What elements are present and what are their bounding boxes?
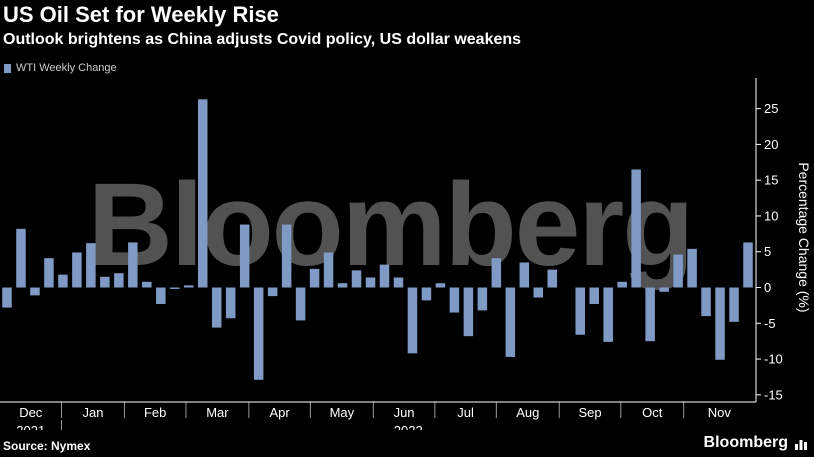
y-tick-label: 25 bbox=[764, 101, 778, 116]
x-tick-label: Feb bbox=[144, 405, 166, 420]
y-tick-label: 15 bbox=[764, 173, 778, 188]
bar bbox=[477, 287, 488, 311]
bar bbox=[239, 224, 250, 288]
y-tick-label: 0 bbox=[764, 280, 771, 295]
bar bbox=[44, 258, 54, 288]
legend-swatch bbox=[4, 63, 11, 73]
bar bbox=[463, 287, 474, 337]
bar bbox=[100, 276, 110, 288]
bar bbox=[379, 264, 390, 288]
bar bbox=[267, 287, 278, 297]
bar bbox=[156, 287, 166, 304]
y-tick-label: -15 bbox=[764, 387, 783, 402]
bar bbox=[533, 287, 544, 298]
bar bbox=[645, 287, 655, 342]
bar bbox=[505, 287, 516, 357]
bar bbox=[743, 242, 753, 288]
x-tick-label: Nov bbox=[708, 405, 732, 420]
bar bbox=[337, 283, 348, 288]
bar bbox=[673, 254, 683, 288]
x-tick-label: Jan bbox=[82, 405, 103, 420]
bar bbox=[281, 224, 292, 288]
bar bbox=[617, 281, 627, 288]
bar bbox=[30, 287, 40, 296]
bar bbox=[170, 287, 180, 289]
brand-logo: Bloomberg bbox=[703, 434, 788, 451]
bar bbox=[114, 273, 124, 288]
x-tick-label: Mar bbox=[206, 405, 229, 420]
bar bbox=[393, 277, 404, 288]
bar bbox=[589, 287, 599, 304]
bar bbox=[687, 248, 697, 288]
x-tick-label: May bbox=[330, 405, 355, 420]
year-label: 2021 bbox=[16, 423, 45, 430]
watermark: Bloomberg bbox=[88, 159, 693, 291]
chart-subtitle: Outlook brightens as China adjusts Covid… bbox=[3, 31, 522, 48]
bar bbox=[449, 287, 460, 313]
bar bbox=[659, 287, 669, 292]
y-tick-label: 10 bbox=[764, 208, 778, 223]
bar bbox=[701, 287, 711, 317]
bar bbox=[58, 274, 68, 288]
bar bbox=[351, 270, 362, 288]
bar bbox=[2, 287, 12, 308]
bar bbox=[309, 268, 320, 288]
bar bbox=[603, 287, 613, 342]
bar bbox=[128, 242, 138, 288]
bar bbox=[211, 287, 222, 328]
x-tick-label: Jun bbox=[394, 405, 415, 420]
bar bbox=[86, 243, 96, 288]
x-tick-label: Sep bbox=[578, 405, 601, 420]
y-tick-label: -5 bbox=[764, 316, 776, 331]
source-note: Source: Nymex bbox=[3, 439, 91, 453]
bar bbox=[575, 287, 585, 335]
bar bbox=[407, 287, 418, 354]
bar bbox=[323, 252, 334, 288]
bar bbox=[715, 287, 725, 360]
y-tick-label: 20 bbox=[764, 137, 778, 152]
x-tick-label: Jul bbox=[457, 405, 474, 420]
bar bbox=[225, 287, 236, 319]
bar bbox=[16, 228, 26, 288]
x-tick-label: Oct bbox=[642, 405, 663, 420]
bar bbox=[729, 287, 739, 322]
bar bbox=[519, 262, 530, 288]
bar bbox=[72, 252, 82, 288]
bar bbox=[253, 287, 264, 380]
x-tick-label: Aug bbox=[516, 405, 539, 420]
bar bbox=[631, 169, 641, 288]
bar bbox=[421, 287, 432, 301]
y-tick-label: 5 bbox=[764, 244, 771, 259]
bar bbox=[295, 287, 306, 321]
chart-icon bbox=[795, 440, 807, 450]
bar bbox=[197, 99, 208, 288]
legend: WTI Weekly Change bbox=[4, 62, 117, 74]
bar bbox=[435, 283, 446, 288]
year-label: 2022 bbox=[394, 423, 423, 430]
bar bbox=[142, 281, 152, 288]
y-axis-title: Percentage Change (%) bbox=[796, 162, 812, 312]
bar bbox=[365, 277, 376, 288]
x-tick-label: Dec bbox=[19, 405, 43, 420]
chart-title: US Oil Set for Weekly Rise bbox=[3, 2, 279, 27]
legend-label: WTI Weekly Change bbox=[16, 62, 117, 74]
bar bbox=[491, 258, 502, 288]
bar bbox=[547, 269, 558, 288]
bar bbox=[184, 285, 194, 288]
y-tick-label: -10 bbox=[764, 352, 783, 367]
bar-chart: Bloomberg 25 20 15 10 5 0 -5 -10 -15 Percentage Ch… bbox=[0, 78, 812, 430]
x-tick-label: Apr bbox=[270, 405, 291, 420]
